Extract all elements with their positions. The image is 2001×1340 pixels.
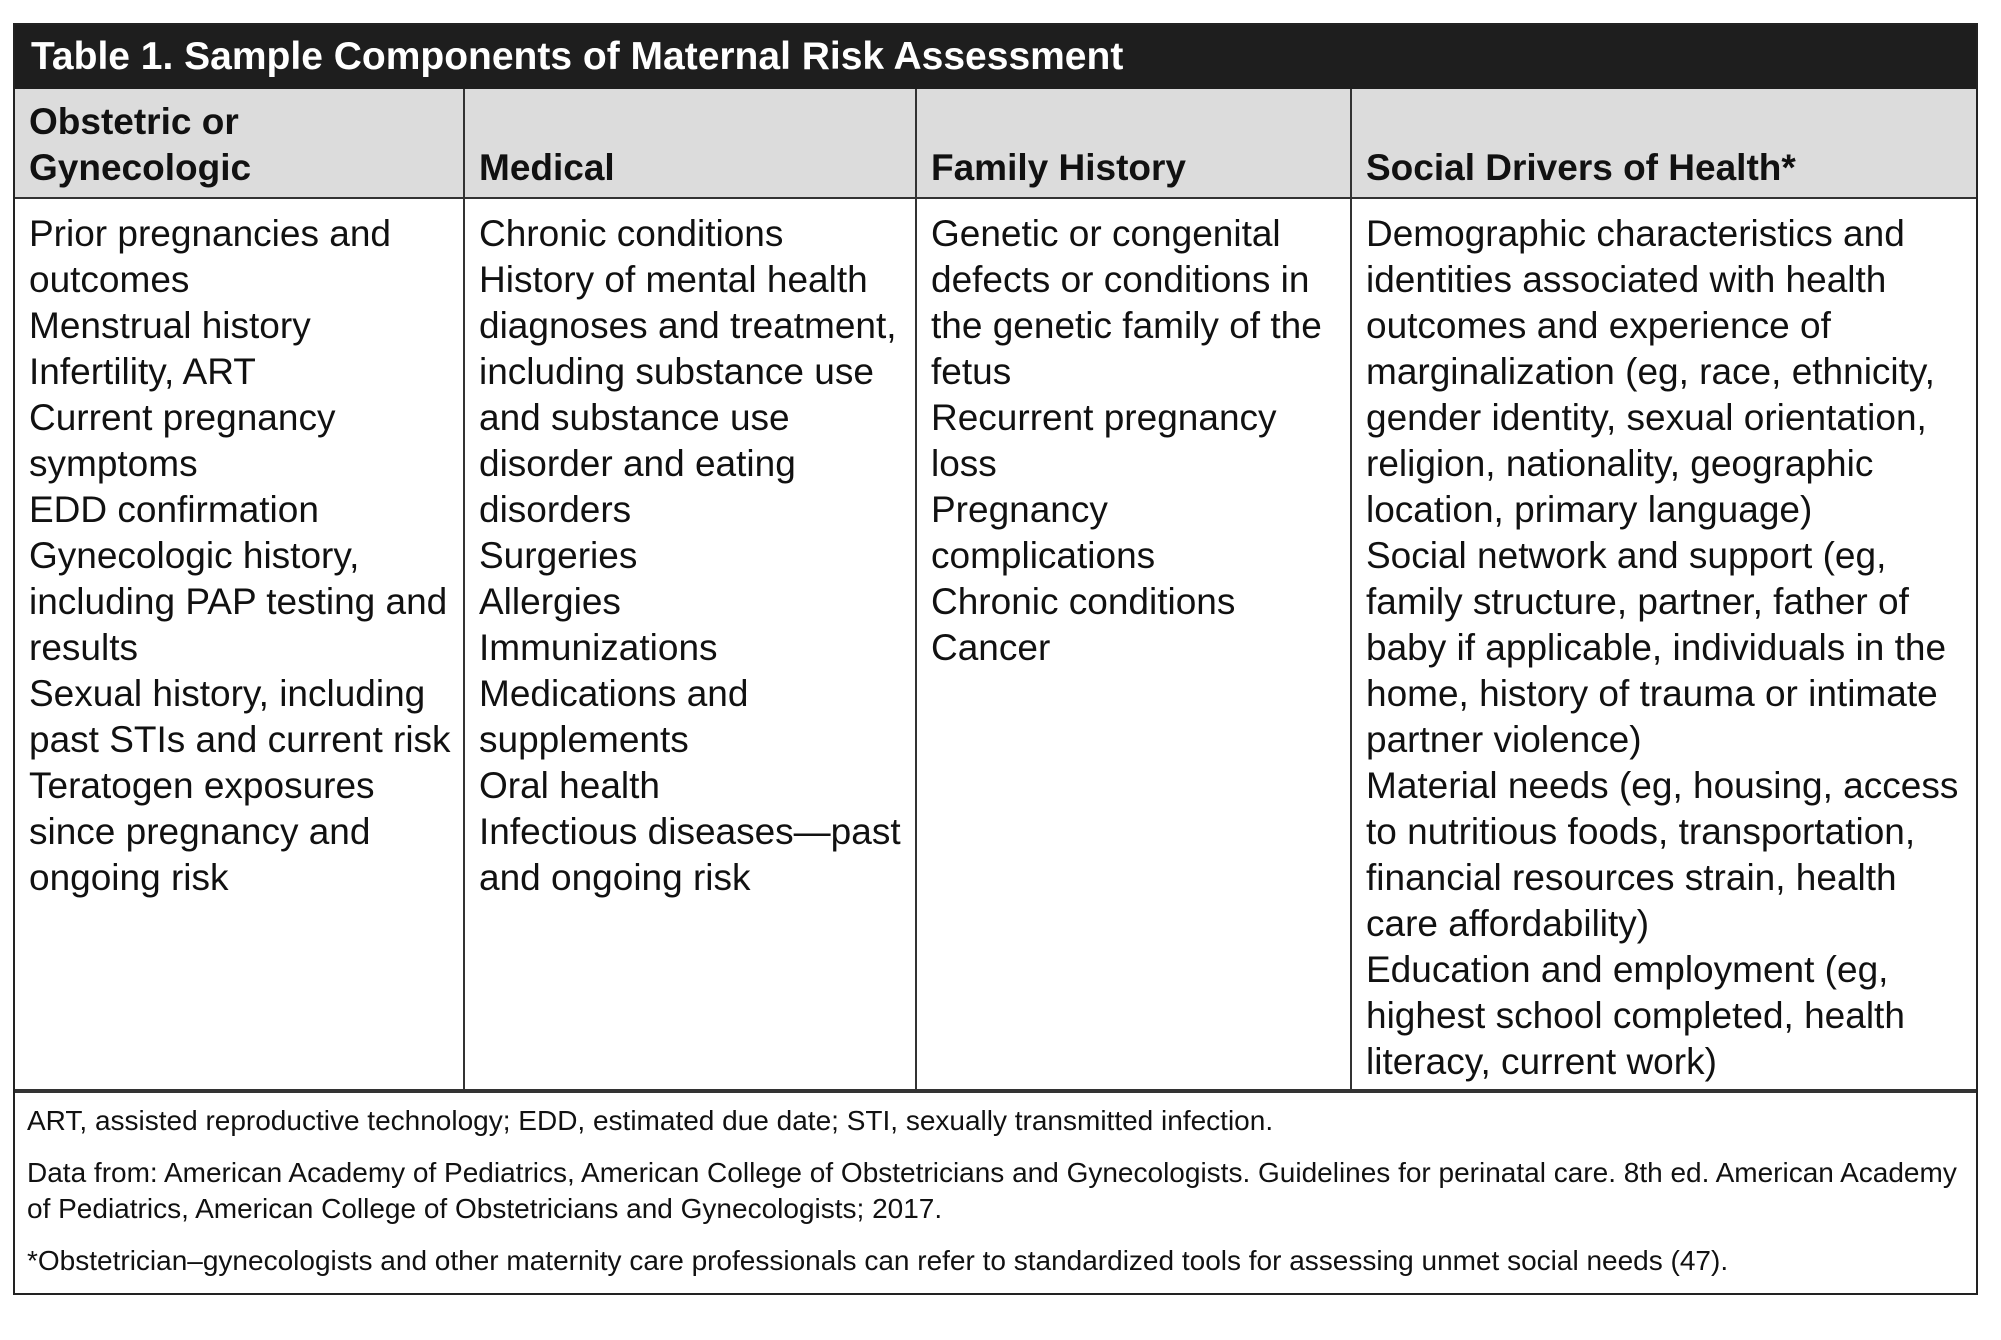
column-header: Social Drivers of Health* <box>1350 89 1976 199</box>
cell-item: Cancer <box>931 627 1051 668</box>
footnotes: ART, assisted reproductive technology; E… <box>15 1091 1976 1293</box>
cell-item: Infertility, ART <box>29 351 256 392</box>
table: Obstetric or Gynecologic Medical Family Hi… <box>15 89 1976 1091</box>
cell-item: Current pregnancy symptoms <box>29 397 336 484</box>
cell-item: Sexual history, including past STIs and … <box>29 673 451 760</box>
table-cell: Genetic or congenital defects or conditi… <box>915 197 1352 1091</box>
cell-item: Oral health <box>479 765 660 806</box>
table-title: Table 1. Sample Components of Maternal R… <box>15 25 1976 89</box>
table-body: Prior pregnancies and outcomes Menstrual … <box>15 197 1976 1091</box>
cell-item: Recurrent pregnancy loss <box>931 397 1277 484</box>
cell-item: Social network and support (eg, family s… <box>1366 535 1947 760</box>
cell-item: Material needs (eg, housing, access to n… <box>1366 765 1959 944</box>
cell-item: Chronic conditions <box>931 581 1236 622</box>
cell-item: Medications and supplements <box>479 673 749 760</box>
table-container: Table 1. Sample Components of Maternal R… <box>13 23 1978 1295</box>
cell-item: Education and employment (eg, highest sc… <box>1366 949 1905 1082</box>
table-cell: Prior pregnancies and outcomes Menstrual … <box>15 197 465 1091</box>
cell-item: Gynecologic history, including PAP testi… <box>29 535 448 668</box>
column-header: Obstetric or Gynecologic <box>15 89 465 199</box>
cell-item: Allergies <box>479 581 621 622</box>
table-row: Prior pregnancies and outcomes Menstrual … <box>15 197 1976 1091</box>
cell-item: Immunizations <box>479 627 718 668</box>
cell-item: Infectious diseases—past and ongoing ris… <box>479 811 901 898</box>
table-cell: Chronic conditions History of mental heal… <box>463 197 917 1091</box>
cell-item: EDD confirmation <box>29 489 319 530</box>
footnote: Data from: American Academy of Pediatric… <box>27 1157 1957 1224</box>
cell-item: Demographic characteristics and identiti… <box>1366 213 1935 530</box>
footnote: *Obstetrician–gynecologists and other ma… <box>27 1245 1729 1276</box>
cell-item: Surgeries <box>479 535 638 576</box>
cell-item: Menstrual history <box>29 305 311 346</box>
column-header: Family History <box>915 89 1352 199</box>
table-cell: Demographic characteristics and identiti… <box>1350 197 1976 1091</box>
column-header: Medical <box>463 89 917 199</box>
cell-item: History of mental health diagnoses and t… <box>479 259 897 530</box>
cell-item: Genetic or congenital defects or conditi… <box>931 213 1322 392</box>
header-row: Obstetric or Gynecologic Medical Family Hi… <box>15 89 1976 199</box>
cell-item: Teratogen exposures since pregnancy and … <box>29 765 375 898</box>
cell-item: Chronic conditions <box>479 213 784 254</box>
cell-item: Prior pregnancies and outcomes <box>29 213 391 300</box>
footnote: ART, assisted reproductive technology; E… <box>27 1105 1274 1136</box>
cell-item: Pregnancy complications <box>931 489 1156 576</box>
